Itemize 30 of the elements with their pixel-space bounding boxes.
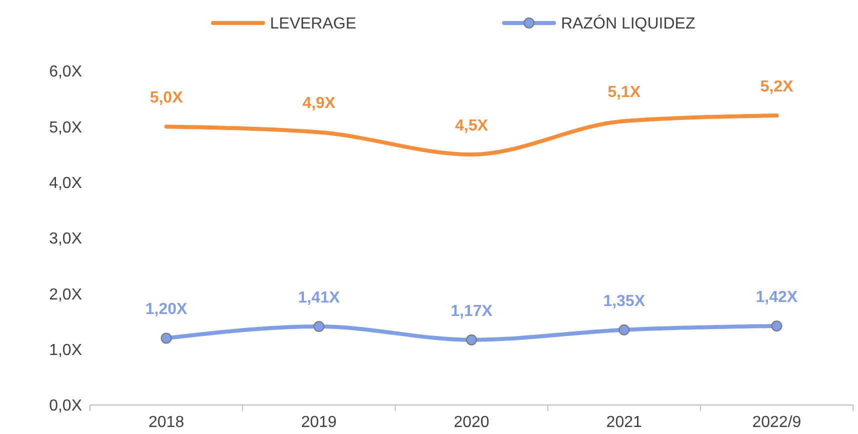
- y-tick-label: 1,0X: [49, 342, 82, 359]
- point: [618, 324, 630, 336]
- y-tick-label: 3,0X: [49, 230, 82, 248]
- data-label: 1,41X: [298, 290, 340, 307]
- y-tick-label: 5,0X: [49, 119, 82, 136]
- point: [466, 334, 477, 346]
- legend-label: RAZÓN LIQUIDEZ: [561, 14, 696, 33]
- y-tick-label: 4,0X: [49, 174, 82, 192]
- y-tick-label: 6,0X: [49, 64, 82, 81]
- data-label: 5,1X: [608, 84, 641, 102]
- legend-label: LEVERAGE: [270, 16, 356, 33]
- data-label: 4,5X: [455, 118, 488, 134]
- data-label: 5,0X: [150, 90, 184, 107]
- line-series: [164, 114, 779, 156]
- x-tick-label: 2021: [606, 414, 642, 431]
- point: [160, 332, 172, 344]
- y-tick-label: 2,0X: [49, 286, 82, 304]
- y-tick-label: 0,0X: [49, 398, 82, 415]
- data-label: 1,42X: [756, 288, 798, 306]
- point: [771, 320, 782, 332]
- x-tick-label: 2020: [454, 414, 490, 431]
- data-label: 1,20X: [145, 301, 188, 318]
- x-tick-label: 2019: [301, 414, 337, 431]
- data-label: 1,35X: [603, 292, 646, 310]
- data-label: 1,17X: [450, 302, 493, 320]
- data-label: 4,9X: [302, 95, 336, 112]
- x-tick-label: 2022/9: [752, 414, 802, 431]
- data-label: 5,2X: [760, 78, 794, 96]
- point: [313, 321, 324, 332]
- x-tick-label: 2018: [148, 414, 184, 431]
